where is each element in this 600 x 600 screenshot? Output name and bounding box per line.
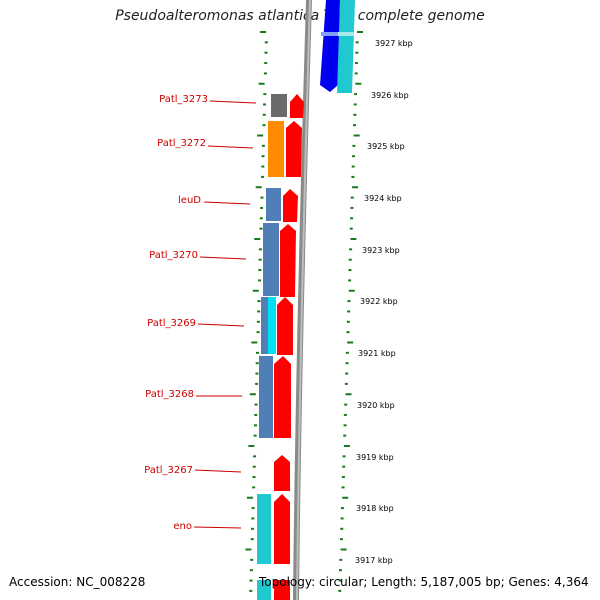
connector-3272	[207, 145, 254, 149]
genome-backbone	[293, 0, 312, 600]
map-title: Pseudoalteromonas atlantica T6c, complet…	[115, 8, 485, 24]
cds-arrow-leuD	[283, 189, 298, 222]
kbp-label-3927: 3927 kbp	[375, 39, 413, 48]
gene-3268-steelblue	[259, 356, 273, 438]
kbp-label-3919: 3919 kbp	[356, 453, 394, 462]
cds-arrow-3269	[277, 297, 293, 355]
kbp-label-3925: 3925 kbp	[367, 142, 405, 151]
feature-cyan-top-shade	[338, 32, 354, 36]
kbp-label-3926: 3926 kbp	[371, 91, 409, 100]
feature-blue-top	[320, 0, 340, 92]
gene-label-eno: eno	[173, 521, 192, 532]
label-connectors	[193, 100, 257, 529]
gene-3269-cyan	[268, 297, 276, 354]
cds-arrow-3273	[290, 94, 304, 118]
gene-3273-gray	[271, 94, 287, 117]
kbp-label-3923: 3923 kbp	[362, 246, 400, 255]
cds-arrow-bottom	[274, 580, 290, 600]
gene-label-3269: Patl_3269	[147, 318, 196, 329]
gene-label-3270: Patl_3270	[149, 250, 198, 261]
accession-label: Accession: NC_008228	[9, 575, 146, 589]
topology-label: Topology: circular; Length: 5,187,005 bp…	[259, 575, 589, 589]
gene-label-3267: Patl_3267	[144, 465, 193, 476]
cds-arrow-3268	[274, 356, 291, 438]
kbp-label-3917: 3917 kbp	[355, 556, 393, 565]
kbp-label-3922: 3922 kbp	[360, 297, 398, 306]
gene-3269-steelblue	[261, 297, 269, 354]
cds-arrow-3270	[280, 224, 296, 297]
connector-3273	[209, 100, 257, 104]
gene-eno-cyan	[257, 494, 271, 564]
feature-cyan-top	[337, 0, 355, 93]
feature-blue-top-shade	[321, 32, 338, 36]
connector-eno	[193, 526, 242, 529]
connector-3267	[194, 469, 242, 473]
gene-leuD-steelblue	[266, 188, 281, 221]
gene-label-3268: Patl_3268	[145, 389, 194, 400]
gene-label-3272: Patl_3272	[157, 138, 206, 149]
gene-3270-steelblue	[263, 223, 279, 296]
gene-bottom-cyan	[257, 580, 271, 600]
inner-tick-ring	[245, 31, 268, 592]
kbp-label-3924: 3924 kbp	[364, 194, 402, 203]
connector-leuD	[203, 201, 251, 205]
connector-3270	[199, 256, 247, 260]
outer-tick-ring	[338, 31, 363, 592]
gene-3272-orange	[268, 121, 284, 177]
kbp-label-3918: 3918 kbp	[356, 504, 394, 513]
cds-arrow-3272	[286, 121, 302, 177]
gene-label-3273: Patl_3273	[159, 94, 208, 105]
cds-arrow-3267	[274, 455, 290, 491]
cds-arrow-eno	[274, 494, 290, 564]
genome-backbone-highlight	[296, 0, 311, 600]
connector-3269	[197, 323, 245, 327]
kbp-label-3920: 3920 kbp	[357, 401, 395, 410]
kbp-label-3921: 3921 kbp	[358, 349, 396, 358]
gene-label-leuD: leuD	[178, 195, 201, 206]
